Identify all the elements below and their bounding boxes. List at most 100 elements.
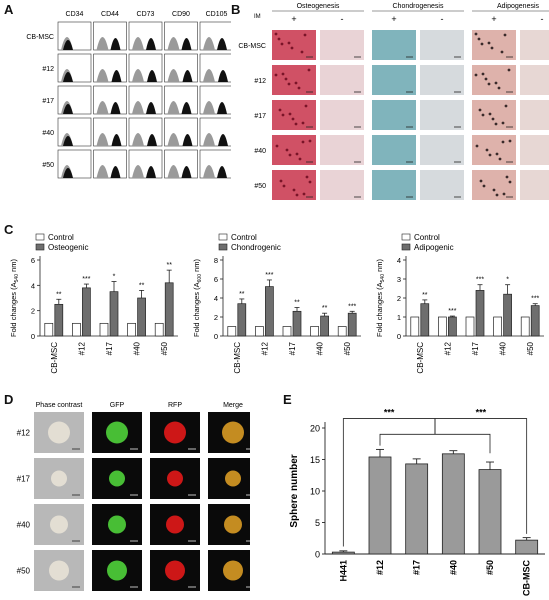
x-tick-label: CB-MSC [50,342,59,374]
stain-dot [308,180,312,184]
marker-label: CD44 [101,11,119,18]
stain-dot [294,81,298,85]
significance-mark: ** [294,300,300,307]
row-label: CB-MSC [238,43,266,50]
stain-dot [287,41,291,45]
bar [478,469,502,555]
significance-mark: *** [348,303,356,310]
legend-swatch [401,243,411,251]
isotype-peak [167,165,180,178]
stain-dot [281,113,285,117]
marker-peak [181,102,192,114]
stain-dot [474,32,478,36]
isotype-peak [96,133,109,146]
x-tick-label: #50 [526,341,535,355]
panel-label-d: D [4,392,14,407]
sphere [166,515,184,534]
micrograph-tile [420,30,464,60]
y-tick-label: 5 [315,518,320,528]
stain-dot [508,180,512,184]
stain-dot [284,77,288,81]
stain-dot [291,117,295,121]
micrograph-tile [320,100,364,130]
bar [515,539,539,555]
marker-peak [63,136,73,146]
micrograph-tile [320,30,364,60]
stain-dot [479,179,483,183]
isotype-peak [203,69,215,82]
bar [368,456,392,555]
sphere-number-chart: 0 5 10 15 20 Sphere number H441 #12 #17 #40 #50 CB-… [289,408,545,596]
control-bar [154,322,164,337]
isotype-peak [132,133,144,146]
panel-label-b: B [231,2,241,17]
legend-swatch [35,233,45,241]
isotype-peak [167,133,180,146]
micrograph-tile [520,170,549,200]
stain-dot [504,104,508,108]
micrograph-tile [472,135,516,165]
treatment-bar [503,293,512,337]
treatment-bar [82,287,91,337]
marker-peak [147,134,157,146]
legend-swatch [218,243,228,251]
isotype-peak [203,165,215,178]
micrograph-tile [472,170,516,200]
marker-peak [110,166,121,178]
y-tick-label: 4 [397,256,401,265]
im-sign: - [441,14,444,24]
im-sign: - [341,14,344,24]
stain-dot [307,68,311,72]
control-bar [493,316,502,337]
isotype-peak [132,165,144,178]
treatment-bar [137,297,146,337]
stain-dot [294,122,298,126]
panel-label-c: C [4,222,14,237]
panel-label-a: A [4,2,14,17]
treatment-bar [109,291,119,337]
row-label: CB-MSC [26,34,54,41]
y-tick-label: 6 [31,256,35,265]
marker-peak [111,134,122,146]
control-bar [255,326,264,337]
y-tick-label: 3 [397,275,401,284]
sphere [224,515,242,534]
im-sign: - [541,14,544,24]
significance-mark: ** [139,282,145,289]
micrograph-tile [320,170,364,200]
significance-mark: ** [422,292,428,299]
stain-dot [287,82,291,86]
stain-dot [485,148,489,152]
stain-dot [508,139,512,143]
significance-mark: *** [476,277,484,284]
marker-peak [110,102,121,114]
bar [331,551,355,555]
im-sign: + [491,14,496,24]
stain-dot [308,139,312,143]
significance-mark: *** [265,272,273,279]
marker-label: CD73 [137,11,155,18]
legend-entry: Chondrogenic [231,243,281,252]
x-tick-label: #40 [316,341,325,355]
marker-peak [217,102,227,114]
stain-dot [501,121,505,125]
stain-dot [501,140,505,144]
significance-mark: *** [531,296,539,303]
significance-mark: ** [166,262,172,269]
marker-peak [146,102,156,114]
stain-dot [503,33,507,37]
stain-dot [305,175,309,179]
marker-peak [182,134,193,146]
isotype-peak [203,133,215,146]
control-bar [410,316,420,337]
significance-mark: * [113,274,116,281]
stain-dot [274,73,278,77]
significance-mark: *** [82,276,90,283]
x-tick-label: #50 [485,560,495,575]
stain-dot [500,50,504,54]
stain-dot [288,112,292,116]
y-tick-label: 0 [397,332,401,341]
marker-peak [63,72,73,82]
